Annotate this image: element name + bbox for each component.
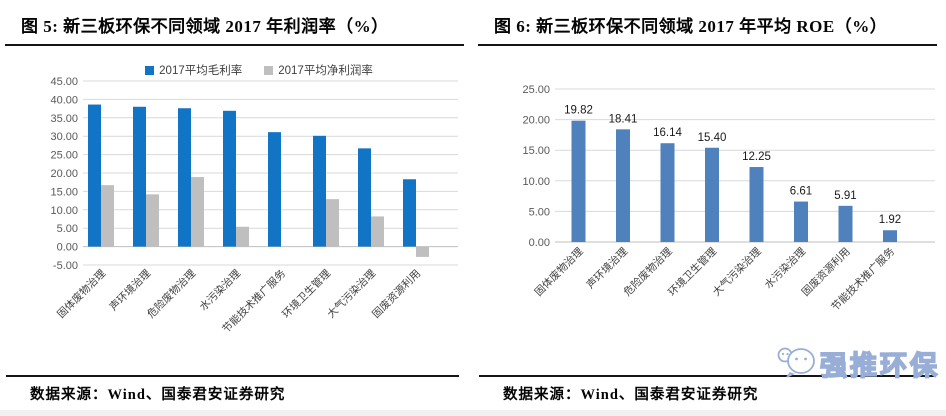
x-axis-category-label: 危险废物治理 [144,267,198,321]
bar-value-label: 12.25 [742,151,771,163]
legend-item-gross-margin: 2017平均毛利率 [145,62,242,78]
y-axis-tick-label: 35.00 [50,113,78,125]
bar [838,205,853,242]
legend-swatch-gross-margin [145,65,155,75]
y-axis-tick-label: 10.00 [50,205,78,217]
bar [883,230,897,242]
bar [794,201,808,242]
figure6-title: 图 6: 新三板环保不同领域 2017 年平均 ROE（%） [478,6,937,46]
bar-value-label: 16.14 [653,127,682,139]
bar [403,179,416,247]
bar [660,143,675,242]
y-axis-tick-label: 5.00 [57,223,78,235]
bar [371,216,384,247]
bar-value-label: 18.41 [609,113,638,125]
bar [146,194,159,247]
y-axis-tick-label: 30.00 [50,131,78,143]
figure5-source: 数据来源：Wind、国泰君安证券研究 [6,375,459,404]
bar-value-label: 1.92 [879,214,901,226]
bar [416,246,429,257]
bar [268,132,281,247]
x-axis-category-label: 水污染治理 [197,267,244,314]
bar [705,147,719,242]
legend-label-gross-margin: 2017平均毛利率 [159,65,243,77]
x-axis-category-label: 固体废物治理 [532,245,586,299]
bar-value-label: 6.61 [790,186,812,198]
bar-value-label: 15.40 [698,132,727,144]
panel-figure6: 图 6: 新三板环保不同领域 2017 年平均 ROE（%） 25.00 20.0… [473,0,946,416]
bar-value-label: 5.91 [834,190,856,202]
x-axis-category-label: 大气污染治理 [710,245,764,299]
bar [616,129,630,242]
figure5-title: 图 5: 新三板环保不同领域 2017 年利润率（%） [5,6,464,46]
bar [749,167,764,242]
y-axis-tick-label: 0.00 [529,237,550,249]
figure6-source: 数据来源：Wind、国泰君安证券研究 [479,375,936,404]
x-axis-category-label: 声环境治理 [107,267,154,314]
x-axis-category-label: 固体废物治理 [54,267,108,321]
x-axis-category-label: 水污染治理 [762,245,809,292]
bar [571,120,586,242]
legend-item-net-margin: 2017平均净利润率 [264,62,373,78]
figure6-source-text: 数据来源：Wind、国泰君安证券研究 [503,387,759,403]
y-axis-tick-label: 5.00 [529,206,550,218]
window-bottom-edge [0,410,946,416]
watermark-logo: 强推环保 [776,344,940,383]
bar [133,106,146,247]
bar-value-label: 19.82 [564,105,593,117]
panel-figure5: 图 5: 新三板环保不同领域 2017 年利润率（%） 2017平均毛利率 20… [5,6,464,404]
y-axis-tick-label: 25.00 [522,84,550,96]
bar [191,177,204,247]
roe-bar-chart: 25.00 20.00 15.00 10.00 5.00 0.00 19.82 18.41 16… [522,84,935,314]
watermark-text: 强推环保 [819,350,940,382]
y-axis-tick-label: 45.00 [50,76,78,88]
bar [101,185,114,247]
bar [223,110,236,247]
y-axis-tick-label: 20.00 [522,115,550,127]
profit-margin-bar-chart: 45.00 40.00 35.00 30.00 25.00 20.00 15.00 10.00… [50,76,458,336]
legend-label-net-margin: 2017平均净利润率 [278,65,373,77]
wechat-logo-icon [776,344,816,383]
y-axis-tick-label: 40.00 [50,94,78,106]
bar [358,148,371,247]
y-axis-tick-label: 20.00 [50,168,78,180]
y-axis-tick-label: 0.00 [57,242,78,254]
figure5-legend: 2017平均毛利率 2017平均净利润率 [60,62,458,78]
y-axis-tick-label: 15.00 [522,145,550,157]
figure5-source-text: 数据来源：Wind、国泰君安证券研究 [30,387,286,403]
bar [313,135,326,247]
bar [88,104,101,247]
x-axis-category-label: 声环境治理 [584,245,631,292]
y-axis-tick-label: 15.00 [50,186,78,198]
x-axis-category-label: 固废资源利用 [369,267,423,321]
y-axis-tick-label: -5.00 [53,260,78,272]
y-axis-tick-label: 25.00 [50,150,78,162]
legend-swatch-net-margin [264,65,274,75]
y-axis-tick-label: 10.00 [522,176,550,188]
bar [178,108,191,247]
bar [236,226,249,247]
bar [326,199,339,247]
